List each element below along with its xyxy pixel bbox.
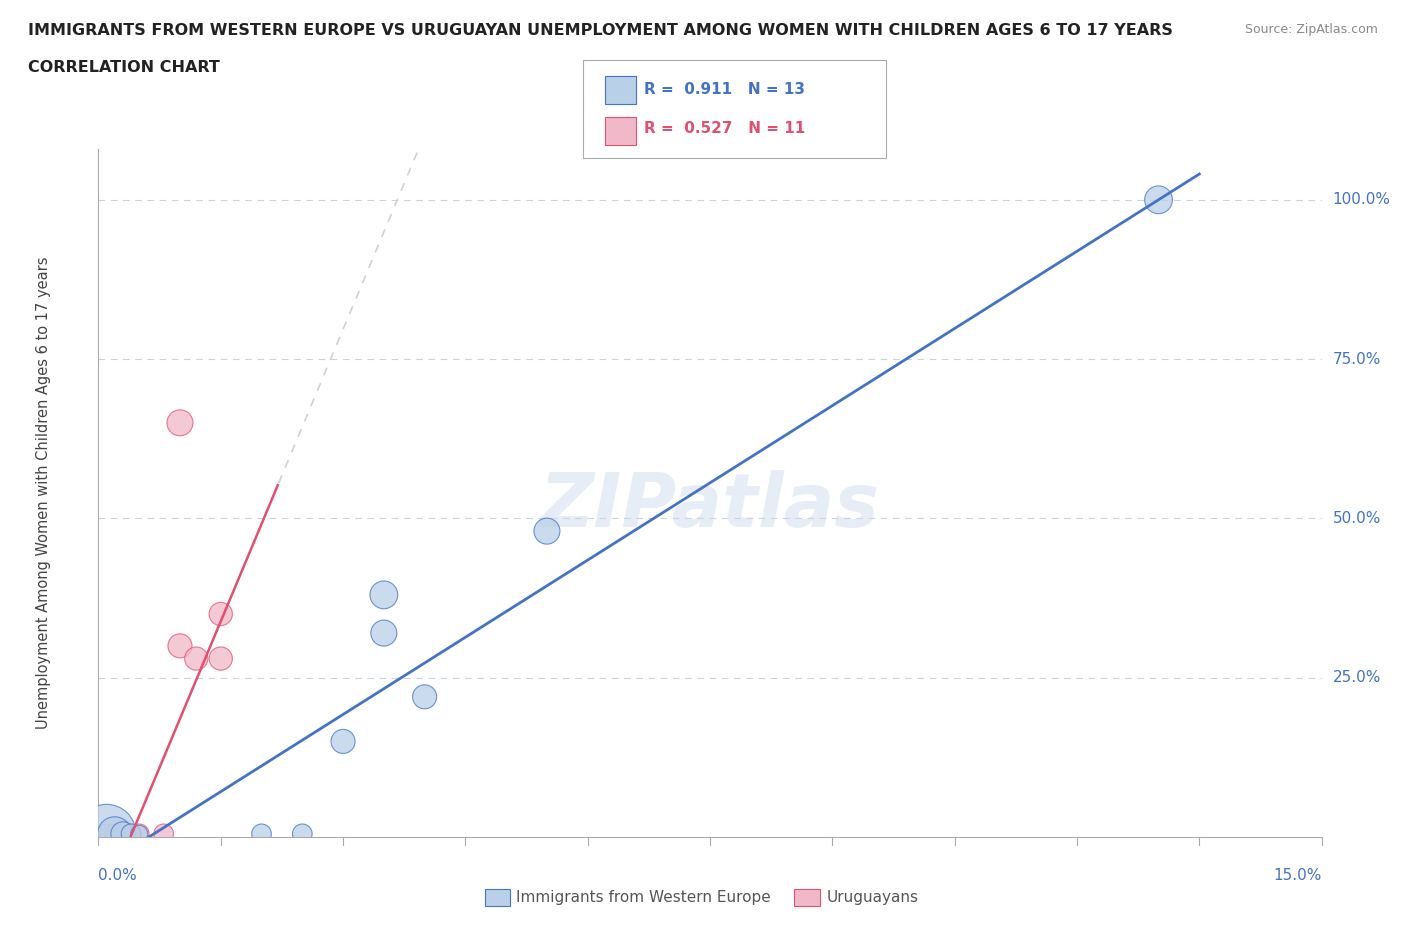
Text: 75.0%: 75.0% [1333, 352, 1381, 366]
Point [413, 689, 436, 704]
Text: ZIPatlas: ZIPatlas [540, 471, 880, 543]
Point [169, 416, 191, 431]
Point [152, 827, 174, 842]
Point [332, 734, 354, 749]
Text: R =  0.911   N = 13: R = 0.911 N = 13 [644, 83, 806, 98]
Text: Unemployment Among Women with Children Ages 6 to 17 years: Unemployment Among Women with Children A… [37, 257, 51, 729]
Point [209, 606, 232, 621]
Point [186, 651, 208, 666]
Point [120, 827, 142, 842]
Point [111, 827, 134, 842]
Point [291, 827, 314, 842]
Point [250, 827, 273, 842]
Point [111, 827, 134, 842]
Text: 0.0%: 0.0% [98, 868, 138, 883]
Point [373, 588, 395, 603]
Text: 15.0%: 15.0% [1274, 868, 1322, 883]
Point [128, 827, 150, 842]
Text: R =  0.527   N = 11: R = 0.527 N = 11 [644, 121, 806, 136]
Text: IMMIGRANTS FROM WESTERN EUROPE VS URUGUAYAN UNEMPLOYMENT AMONG WOMEN WITH CHILDR: IMMIGRANTS FROM WESTERN EUROPE VS URUGUA… [28, 23, 1173, 38]
Point [1147, 193, 1170, 207]
Point [128, 827, 150, 842]
Point [169, 638, 191, 653]
Point [104, 827, 127, 842]
Point [536, 524, 558, 538]
Text: CORRELATION CHART: CORRELATION CHART [28, 60, 219, 75]
Point [96, 827, 118, 842]
Text: 50.0%: 50.0% [1333, 511, 1381, 525]
Point [373, 626, 395, 641]
Point [96, 827, 118, 842]
Point [104, 827, 127, 842]
Text: Source: ZipAtlas.com: Source: ZipAtlas.com [1244, 23, 1378, 36]
Point [209, 651, 232, 666]
Text: Immigrants from Western Europe: Immigrants from Western Europe [516, 890, 770, 905]
Text: 100.0%: 100.0% [1333, 193, 1391, 207]
Point [120, 827, 142, 842]
Text: Uruguayans: Uruguayans [827, 890, 918, 905]
Text: 25.0%: 25.0% [1333, 671, 1381, 685]
